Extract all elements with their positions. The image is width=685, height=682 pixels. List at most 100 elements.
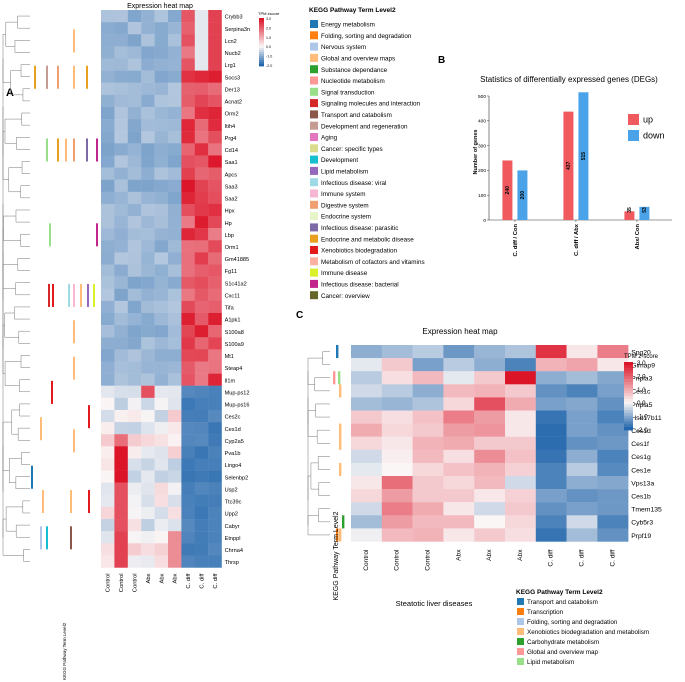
heatmap-c-cell <box>474 410 506 424</box>
heatmap-a-cell <box>194 470 209 483</box>
sample-label-a: Abx <box>173 573 179 583</box>
heatmap-c-cell <box>351 384 382 398</box>
heatmap-a-cell <box>208 131 222 144</box>
heatmap-a-cell <box>168 46 182 59</box>
bar-down <box>578 92 589 220</box>
heatmap-a-sample-labels: Control Control Control Abx Abx Abx C. diff C. … <box>106 573 219 592</box>
heatmap-a-cell <box>181 482 195 495</box>
kegg-legend-swatch <box>310 223 318 232</box>
gene-label-c: Prpf19 <box>631 533 651 540</box>
heatmap-c-cell <box>566 502 598 516</box>
kegg-annotation-bar <box>70 526 72 550</box>
heatmap-c-cell <box>535 397 567 411</box>
dendrogram-branch <box>314 377 330 392</box>
heatmap-a-cell <box>181 337 195 350</box>
kegg-legend-item: Signaling molecules and interaction <box>321 101 421 108</box>
heatmap-c <box>351 345 629 542</box>
gene-label-a: Lingo4 <box>225 463 242 469</box>
gene-label-a: Chrna4 <box>225 548 243 554</box>
heatmap-a-cell <box>154 228 169 241</box>
heatmap-c-cell <box>535 515 567 529</box>
heatmap-a-cell <box>181 422 195 435</box>
heatmap-a-cell <box>181 361 195 374</box>
heatmap-a-cell <box>127 494 142 508</box>
heatmap-a-cell <box>154 349 169 362</box>
heatmap-a-cell <box>101 506 115 520</box>
heatmap-c-cell <box>597 489 629 503</box>
heatmap-a-cell <box>154 494 169 508</box>
kegg-annotation-bar <box>34 65 36 89</box>
heatmap-a-cell <box>141 46 155 59</box>
heatmap-a-cell <box>141 506 155 520</box>
heatmap-a-cell <box>168 325 182 338</box>
heatmap-a-cell <box>114 94 128 108</box>
heatmap-a-cell <box>168 458 182 471</box>
heatmap-a-cell <box>114 397 128 411</box>
heatmap-c-cell <box>505 345 536 359</box>
gene-label-a: Mup-ps16 <box>225 403 250 409</box>
kegg-annotation-bar-c <box>339 462 342 476</box>
gene-label-c: Ces1f <box>631 441 649 448</box>
gene-label-a: S1c41a2 <box>225 281 247 287</box>
dendrogram-branch <box>317 456 330 470</box>
heatmap-c-cell <box>443 423 475 437</box>
heatmap-a-cell <box>168 34 182 47</box>
heatmap-a-cell <box>194 422 209 435</box>
heatmap-c-cell <box>566 476 598 490</box>
heatmap-a-cell <box>127 131 142 144</box>
dendrogram-branch <box>318 508 330 523</box>
heatmap-a-cell <box>101 179 115 192</box>
heatmap-a-cell <box>208 191 222 205</box>
heatmap-c-cell <box>412 371 444 385</box>
kegg-legend-item: Substance dependance <box>321 67 388 74</box>
scale-c-swatch <box>624 407 633 411</box>
heatmap-a-cell <box>181 300 195 314</box>
heatmap-a-cell <box>127 361 142 374</box>
heatmap-a-cell <box>181 288 195 302</box>
heatmap-c-cell <box>505 476 536 490</box>
heatmap-a-cell <box>194 82 209 96</box>
heatmap-a-cell <box>114 506 128 520</box>
heatmap-a-cell <box>101 361 115 374</box>
heatmap-a-cell <box>141 385 155 399</box>
legend-label-down: down <box>643 131 665 141</box>
heatmap-c-cell <box>474 502 506 516</box>
heatmap-a-cell <box>127 276 142 289</box>
sample-label-a: C. diff <box>213 573 219 588</box>
heatmap-a-cell <box>101 543 115 556</box>
heatmap-a-cell <box>127 167 142 180</box>
heatmap-a-cell <box>114 22 128 35</box>
heatmap-a-cell <box>208 288 222 302</box>
bar-value-label: 437 <box>566 161 572 170</box>
heatmap-c-cell <box>597 345 629 359</box>
heatmap-c-cell <box>535 436 567 450</box>
kegg-legend-swatch <box>310 200 318 209</box>
bar-chart: 0 100 200 300 400 500 240 200 C. diff / Con 437 51… <box>478 92 672 257</box>
heatmap-a-cell <box>127 434 142 447</box>
kegg-legend-c-item: Transcription <box>527 609 564 616</box>
heatmap-c-cell <box>474 371 506 385</box>
heatmap-a-cell <box>114 519 128 532</box>
dendrogram-branch <box>5 506 23 532</box>
heatmap-a-cell <box>208 409 222 423</box>
heatmap-a-cell <box>208 216 222 229</box>
heatmap-a-cell <box>127 397 142 411</box>
heatmap-c-cell <box>566 489 598 503</box>
heatmap-a-cell <box>194 482 209 495</box>
dendrogram-branch <box>17 258 30 271</box>
heatmap-a-cell <box>141 434 155 447</box>
y-tick-label: 0 <box>483 218 486 224</box>
heatmap-a-cell <box>154 191 169 205</box>
scale-c-tick: 2.0 <box>637 373 646 380</box>
heatmap-c-title: Expression heat map <box>422 327 498 336</box>
gene-label-c: Cyb5r3 <box>631 520 653 527</box>
kegg-legend-c-swatch <box>517 638 524 645</box>
heatmap-a-cell <box>114 143 128 156</box>
heatmap-a-cell <box>114 131 128 144</box>
heatmap-a-cell <box>181 385 195 399</box>
scale-c-title: TPM z-score <box>624 354 659 360</box>
heatmap-a-cell <box>114 264 128 277</box>
kegg-legend-item: Cancer: specific types <box>321 146 383 153</box>
heatmap-a-cell <box>194 361 209 374</box>
kegg-legend-c-title: KEGG Pathway Term Level2 <box>516 589 603 596</box>
